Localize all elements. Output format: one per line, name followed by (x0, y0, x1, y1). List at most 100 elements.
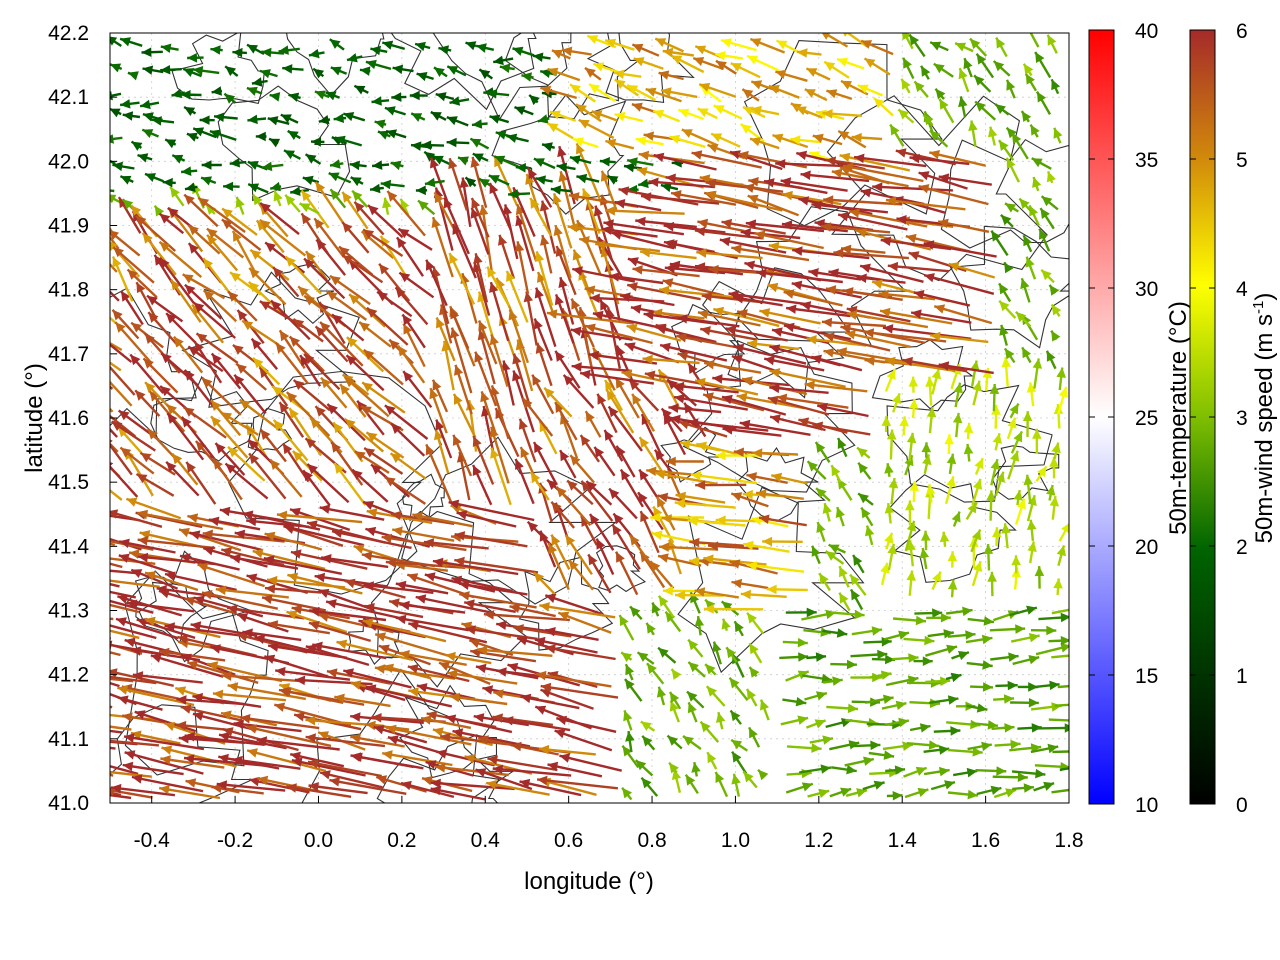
wind-vector (670, 191, 737, 206)
wind-vector-head (555, 402, 565, 413)
wind-vector-head (285, 256, 296, 267)
wind-vector (754, 232, 824, 250)
wind-vector-head (858, 462, 868, 474)
wind-vector-head (98, 155, 109, 164)
wind-vector-head (1073, 681, 1083, 691)
wind-vector-head (1004, 723, 1015, 733)
wind-vector-head (940, 676, 951, 686)
wind-vector-head (440, 732, 451, 743)
wind-vector (783, 290, 843, 307)
wind-vector-head (482, 685, 494, 695)
wind-vector (362, 619, 447, 643)
wind-vector (126, 601, 195, 613)
wind-vector-head (75, 507, 86, 516)
wind-vector-head (594, 446, 605, 458)
wind-vector (110, 159, 116, 165)
wind-vector (769, 369, 846, 388)
wind-vector-head (285, 194, 296, 206)
wind-vector-head (59, 625, 70, 634)
wind-vector (458, 582, 528, 596)
wind-vector-head (289, 408, 299, 419)
wind-vector-head (424, 177, 436, 188)
wind-vector-head (237, 310, 248, 321)
wind-vector-head (210, 45, 221, 55)
wind-vector-head (1009, 403, 1019, 415)
wind-vector-head (622, 787, 632, 799)
wind-vector-head (651, 530, 663, 540)
wind-vector-head (352, 190, 363, 202)
wind-vector-head (331, 442, 341, 453)
wind-vector-head (187, 660, 199, 670)
wind-vector-head (221, 671, 232, 681)
wind-vector-head (470, 156, 480, 168)
wind-vector (132, 673, 203, 684)
wind-vector-head (662, 278, 674, 288)
wind-vector (246, 725, 332, 748)
wind-vector (305, 735, 386, 748)
wind-vector (286, 785, 352, 798)
terrain-contour (518, 556, 614, 651)
x-tick-label: -0.4 (134, 829, 171, 852)
wind-vector-head (621, 369, 633, 379)
wind-vector-head (790, 135, 801, 145)
wind-vector-head (747, 55, 759, 65)
wind-vector (186, 661, 259, 684)
wind-vector-head (841, 244, 852, 255)
wind-vector-head (694, 616, 705, 627)
wind-vector-head (571, 362, 582, 372)
terrain-contour (124, 570, 269, 776)
wind-vector-head (69, 781, 80, 790)
wind-vector-head (259, 219, 271, 230)
wind-vector-head (947, 551, 958, 562)
wind-vector-head (318, 588, 330, 598)
wind-vector-head (563, 374, 574, 386)
terrain-contour (504, 33, 641, 120)
wind-vector (382, 752, 453, 767)
wind-vector-head (854, 153, 865, 164)
wind-vector-head (431, 217, 441, 228)
wind-vector-head (374, 119, 386, 129)
wind-vector-head (184, 732, 195, 742)
wind-vector-head (162, 177, 173, 188)
wind-vector-head (616, 345, 626, 357)
wind-vector (860, 189, 925, 206)
wind-vector-head (211, 86, 222, 96)
wind-vector-head (665, 173, 676, 183)
wind-vector-head (1006, 79, 1016, 91)
wind-vector-head (963, 58, 973, 70)
wind-vector-head (731, 492, 743, 502)
wind-vector (252, 549, 326, 571)
wind-vector-head (214, 112, 225, 122)
wind-vector-head (814, 719, 826, 729)
wind-vector-head (314, 572, 326, 583)
wind-vector-head (780, 177, 792, 187)
wind-vector (232, 758, 301, 770)
wind-vector-head (471, 119, 483, 129)
wind-vector-head (207, 661, 219, 671)
wind-vector-head (134, 710, 146, 720)
wind-vector-head (1023, 63, 1034, 75)
wind-vector-head (688, 662, 699, 673)
wind-vector-head (990, 459, 1000, 470)
wind-vector-head (137, 153, 149, 163)
wind-vector-head (797, 715, 809, 725)
wind-vector-head (694, 226, 706, 237)
wind-vector-head (729, 559, 741, 569)
wind-vector-head (1060, 612, 1069, 623)
colorbar-tick-label: 10 (1135, 794, 1158, 817)
wind-vector-head (556, 486, 567, 498)
wind-vector-head (635, 136, 647, 146)
wind-vector-head (886, 429, 897, 440)
wind-vector-head (197, 563, 209, 573)
wind-label-main: 50m-wind speed (m s (1251, 314, 1278, 543)
wind-vector-head (280, 114, 292, 124)
wind-vector (350, 715, 424, 724)
wind-vector-head (880, 670, 892, 680)
wind-vector-head (175, 720, 187, 731)
wind-vector-head (661, 408, 672, 420)
wind-vector-head (452, 434, 462, 446)
wind-vector-head (722, 425, 733, 435)
wind-vector-head (506, 133, 518, 143)
wind-vector-head (172, 154, 184, 164)
wind-vector-head (177, 634, 189, 644)
